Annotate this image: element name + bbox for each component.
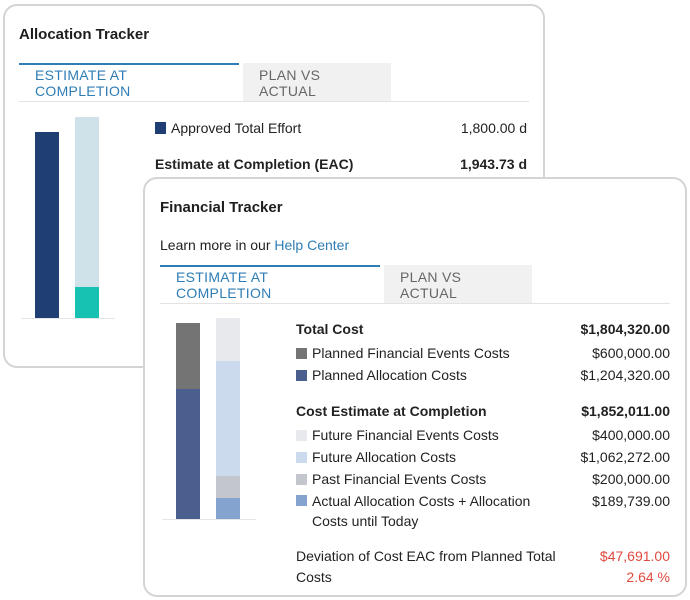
help-center-link[interactable]: Help Center <box>274 237 350 253</box>
row-value: $1,204,320.00 <box>580 367 670 383</box>
allocation-tracker-title: Allocation Tracker <box>19 26 150 43</box>
future-allocation-bar <box>216 361 240 476</box>
past-financial-events-bar <box>216 476 240 498</box>
actual-allocation-bar <box>216 498 240 519</box>
chart-baseline <box>162 519 256 520</box>
deviation-label-line-1: Deviation of Cost EAC from Planned Total <box>296 548 556 564</box>
row-label: Total Cost <box>296 321 364 337</box>
cost-eac-row: Cost Estimate at Completion $1,852,011.0… <box>296 401 670 421</box>
row-value: $189,739.00 <box>592 493 670 509</box>
financial-tracker-card: Financial Tracker Learn more in our Help… <box>143 177 687 597</box>
row-label: Planned Allocation Costs <box>312 367 467 383</box>
row-value: $1,062,272.00 <box>580 449 670 465</box>
row-value: $600,000.00 <box>592 345 670 361</box>
financial-tabs: ESTIMATE AT COMPLETION PLAN VS ACTUAL <box>160 265 670 304</box>
legend-swatch <box>296 451 307 463</box>
actual-allocation-row: Actual Allocation Costs + Allocation Cos… <box>296 491 670 531</box>
legend-swatch <box>296 495 307 506</box>
row-value: $1,852,011.00 <box>581 403 670 419</box>
tab-estimate-at-completion[interactable]: ESTIMATE AT COMPLETION <box>160 265 380 303</box>
approved-effort-bar <box>35 132 59 318</box>
row-label: Cost Estimate at Completion <box>296 403 487 419</box>
total-cost-row: Total Cost $1,804,320.00 <box>296 319 670 339</box>
row-label: Planned Financial Events Costs <box>312 345 510 361</box>
deviation-percent: 2.64 % <box>626 569 670 585</box>
eac-actual-bar <box>75 287 99 318</box>
legend-swatch <box>296 429 307 441</box>
planned-allocation-bar <box>176 389 200 519</box>
tab-plan-vs-actual[interactable]: PLAN VS ACTUAL <box>243 63 391 101</box>
help-prefix: Learn more in our <box>160 237 271 253</box>
row-value: 1,943.73 d <box>460 156 527 172</box>
row-value: 1,800.00 d <box>460 120 527 136</box>
financial-tracker-title: Financial Tracker <box>160 199 283 216</box>
future-allocation-row: Future Allocation Costs $1,062,272.00 <box>296 447 670 467</box>
row-label: Approved Total Effort <box>171 120 302 136</box>
planned-financial-events-row: Planned Financial Events Costs $600,000.… <box>296 343 670 363</box>
deviation-label-line-2: Costs <box>296 569 332 585</box>
planned-financial-events-bar <box>176 323 200 389</box>
row-label: Future Allocation Costs <box>312 449 456 465</box>
eac-remaining-bar <box>75 117 99 287</box>
row-label: Estimate at Completion (EAC) <box>155 156 354 172</box>
allocation-tabs: ESTIMATE AT COMPLETION PLAN VS ACTUAL <box>19 63 529 102</box>
approved-total-effort-row: Approved Total Effort 1,800.00 d <box>155 118 527 138</box>
tab-plan-vs-actual[interactable]: PLAN VS ACTUAL <box>384 265 532 303</box>
deviation-value: $47,691.00 <box>599 548 670 564</box>
future-financial-events-bar <box>216 318 240 361</box>
deviation-row: Deviation of Cost EAC from Planned Total… <box>296 546 670 588</box>
planned-allocation-row: Planned Allocation Costs $1,204,320.00 <box>296 365 670 385</box>
row-value: $1,804,320.00 <box>580 321 670 337</box>
chart-baseline <box>21 318 115 319</box>
legend-swatch <box>296 347 307 359</box>
row-label-line-2: Costs until Today <box>312 513 419 529</box>
row-label: Future Financial Events Costs <box>312 427 499 443</box>
legend-swatch <box>296 473 307 485</box>
tab-estimate-at-completion[interactable]: ESTIMATE AT COMPLETION <box>19 63 239 101</box>
row-label-line-1: Actual Allocation Costs + Allocation <box>312 493 531 509</box>
row-label: Past Financial Events Costs <box>312 471 487 487</box>
help-text: Learn more in our Help Center <box>160 237 349 253</box>
eac-row: Estimate at Completion (EAC) 1,943.73 d <box>155 154 527 174</box>
past-financial-events-row: Past Financial Events Costs $200,000.00 <box>296 469 670 489</box>
row-value: $400,000.00 <box>592 427 670 443</box>
future-financial-events-row: Future Financial Events Costs $400,000.0… <box>296 425 670 445</box>
row-value: $200,000.00 <box>592 471 670 487</box>
legend-swatch <box>155 122 166 134</box>
legend-swatch <box>296 369 307 381</box>
